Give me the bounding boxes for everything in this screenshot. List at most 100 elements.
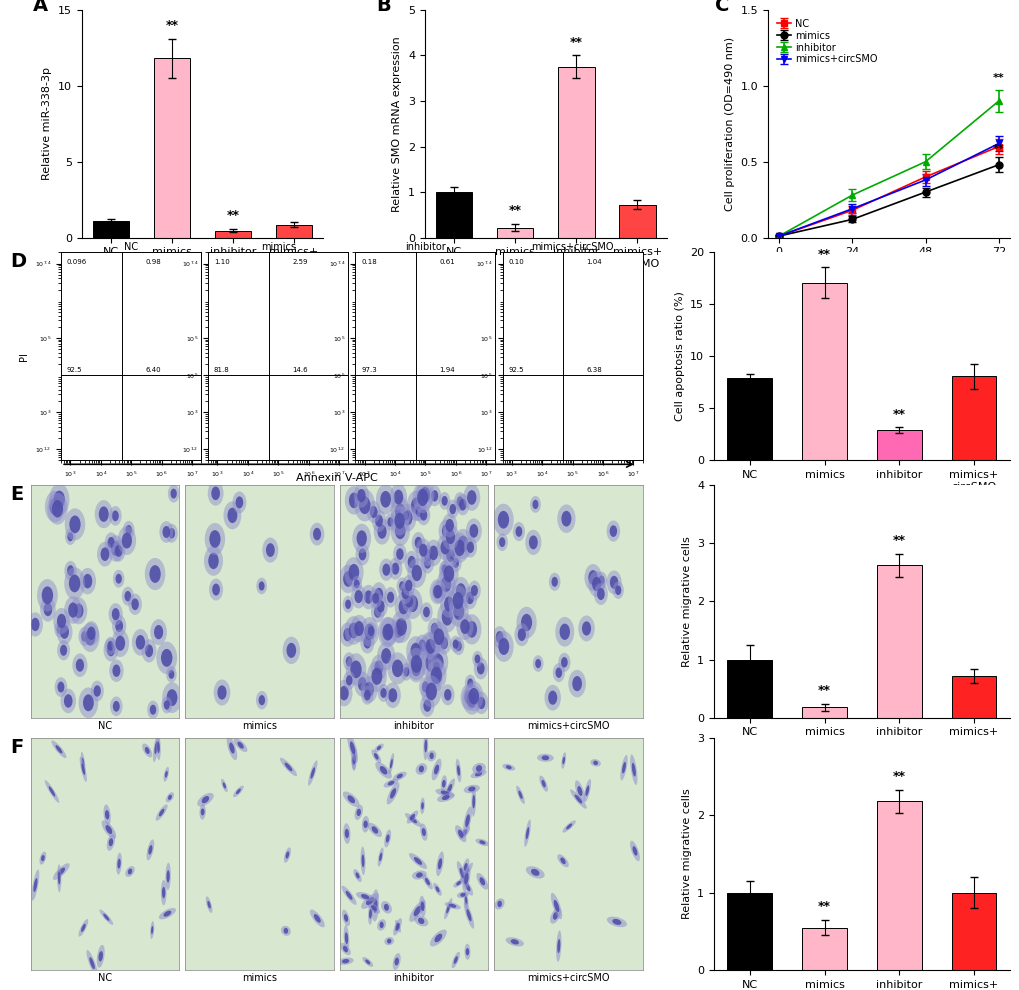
- Point: [12, 466, 29, 482]
- Bar: [557, 66, 594, 238]
- Point: [160, 467, 176, 483]
- Point: [450, 467, 467, 483]
- Point: [457, 470, 473, 486]
- Ellipse shape: [574, 795, 582, 804]
- Point: [304, 465, 320, 481]
- Point: [308, 475, 324, 491]
- Point: [156, 471, 172, 487]
- Ellipse shape: [394, 957, 398, 965]
- Ellipse shape: [279, 757, 297, 776]
- Point: [39, 467, 55, 483]
- Circle shape: [430, 666, 441, 684]
- Circle shape: [121, 533, 131, 548]
- Point: [458, 470, 474, 486]
- Point: [14, 470, 31, 486]
- Circle shape: [455, 613, 473, 641]
- Circle shape: [416, 480, 434, 510]
- Point: [166, 465, 182, 481]
- Point: [168, 468, 184, 484]
- Circle shape: [354, 579, 360, 588]
- Point: [462, 465, 478, 481]
- Point: [34, 437, 50, 452]
- Point: [164, 433, 180, 448]
- Point: [18, 457, 35, 473]
- Ellipse shape: [475, 839, 489, 846]
- Point: [462, 476, 478, 492]
- Circle shape: [103, 639, 118, 661]
- Point: [308, 471, 324, 487]
- Point: [309, 465, 325, 481]
- Point: [157, 465, 173, 481]
- Point: [314, 468, 330, 484]
- Point: [314, 468, 330, 484]
- Point: [17, 461, 34, 477]
- Point: [459, 465, 475, 481]
- Point: [183, 472, 200, 488]
- Point: [313, 475, 329, 491]
- Point: [315, 460, 331, 476]
- Point: [453, 459, 470, 475]
- Point: [185, 466, 202, 482]
- Point: [21, 470, 38, 486]
- Point: [160, 440, 176, 455]
- Point: [169, 469, 185, 485]
- Point: [311, 472, 327, 488]
- Point: [181, 486, 198, 502]
- Point: [167, 454, 183, 470]
- Point: [175, 458, 192, 474]
- Circle shape: [466, 592, 474, 604]
- Point: [453, 482, 470, 498]
- Point: [464, 471, 480, 487]
- Circle shape: [364, 682, 374, 697]
- Circle shape: [426, 659, 446, 691]
- Point: [314, 471, 330, 487]
- Point: [458, 472, 474, 488]
- Point: [17, 470, 34, 486]
- Ellipse shape: [409, 900, 425, 922]
- Point: [314, 461, 330, 477]
- Point: [9, 469, 25, 485]
- Point: [312, 474, 328, 490]
- Point: [312, 467, 328, 483]
- Point: [167, 464, 183, 480]
- Point: [35, 477, 51, 493]
- Point: [189, 472, 205, 488]
- Ellipse shape: [384, 937, 393, 945]
- Point: [462, 470, 478, 486]
- Circle shape: [204, 545, 223, 576]
- Point: [308, 471, 324, 487]
- Point: [186, 472, 203, 488]
- Point: [161, 464, 177, 480]
- Point: [463, 467, 479, 483]
- Point: [159, 466, 175, 482]
- Point: [458, 460, 474, 476]
- Point: [163, 464, 179, 480]
- Point: [305, 465, 321, 481]
- Point: [164, 465, 180, 481]
- Circle shape: [398, 504, 416, 532]
- Point: [22, 461, 39, 477]
- Circle shape: [350, 660, 362, 678]
- Point: [307, 471, 323, 487]
- Point: [165, 468, 181, 484]
- Point: [18, 467, 35, 483]
- Point: [309, 468, 325, 484]
- Point: [458, 478, 474, 494]
- Point: [34, 440, 50, 455]
- Point: [312, 472, 328, 488]
- Ellipse shape: [389, 788, 395, 799]
- Point: [161, 462, 177, 478]
- Circle shape: [452, 529, 472, 559]
- Ellipse shape: [464, 863, 467, 871]
- Point: [464, 465, 480, 481]
- Point: [312, 467, 328, 483]
- Point: [16, 470, 33, 486]
- Point: [177, 473, 194, 489]
- Point: [453, 464, 470, 480]
- Point: [19, 461, 36, 477]
- Point: [164, 469, 180, 485]
- Circle shape: [596, 588, 604, 600]
- Point: [450, 457, 467, 473]
- Point: [181, 476, 198, 492]
- Point: [303, 467, 319, 483]
